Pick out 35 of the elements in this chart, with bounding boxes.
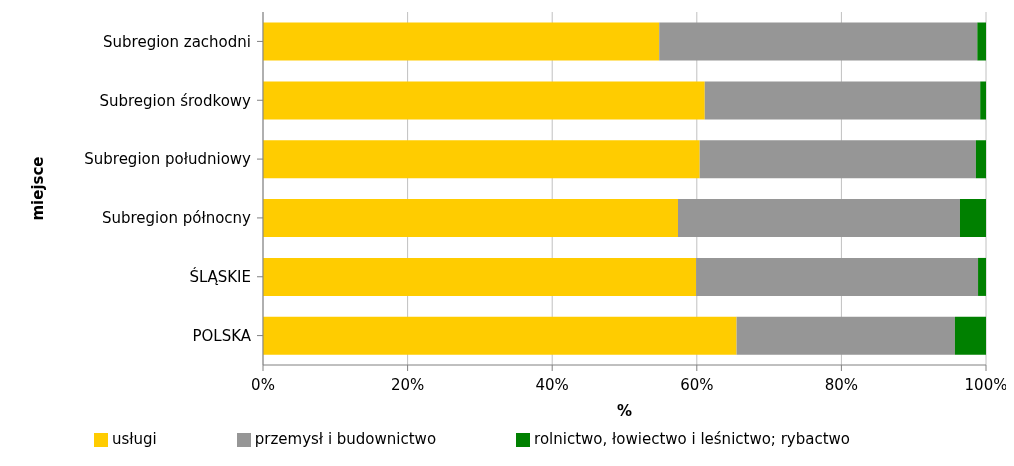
bar <box>263 81 705 120</box>
y-tick-label: ŚLĄSKIE <box>189 267 251 287</box>
x-tick-label: 100% <box>964 375 1008 394</box>
bar <box>263 257 697 296</box>
y-tick-label: Subregion zachodni <box>103 32 251 51</box>
bar <box>704 81 981 120</box>
x-tick-label: 80% <box>824 375 859 394</box>
y-axis-title: miejsce <box>29 156 48 221</box>
x-tick-label: 40% <box>535 375 569 394</box>
bar <box>696 257 979 296</box>
y-tick-label: POLSKA <box>192 326 252 345</box>
legend-label: rolnictwo, łowiectwo i leśnictwo; rybactwo <box>534 430 851 448</box>
bar <box>659 22 978 61</box>
x-tick-label: 60% <box>680 375 714 394</box>
x-axis-title: % <box>616 402 633 420</box>
bar <box>678 199 960 238</box>
bar <box>699 140 976 179</box>
x-tick-label: 0% <box>251 375 275 394</box>
x-tick-label: 20% <box>390 375 425 394</box>
bar <box>977 22 986 61</box>
bar <box>959 199 986 238</box>
y-tick-label: Subregion północny <box>101 209 252 228</box>
legend-label: usługi <box>111 430 157 448</box>
bar <box>980 81 986 120</box>
bar <box>975 140 986 179</box>
y-tick-label: Subregion środkowy <box>99 91 252 110</box>
bar <box>978 257 986 296</box>
bar <box>263 140 700 179</box>
bar <box>263 316 737 355</box>
bar <box>263 22 660 61</box>
y-tick-label: Subregion południowy <box>84 150 252 169</box>
bar <box>736 316 955 355</box>
bar <box>954 316 986 355</box>
bar <box>263 199 678 238</box>
legend-label: przemysł i budownictwo <box>254 430 437 448</box>
